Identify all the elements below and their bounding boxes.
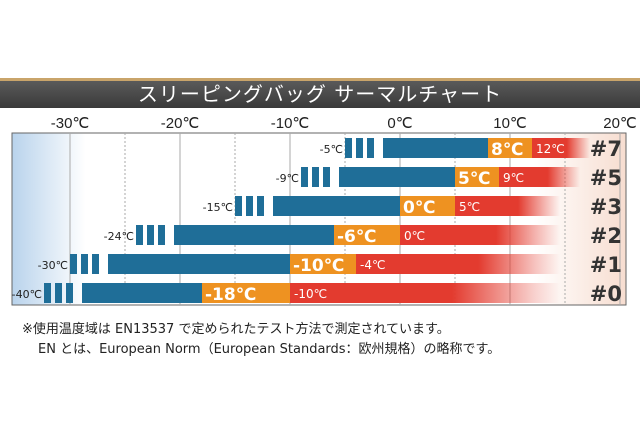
series-label: #3 [590,195,622,219]
x-tick-label: 20℃ [603,115,637,132]
extreme-label: -15℃ [203,201,233,214]
comfort-low-label: 5℃ [458,169,490,189]
bar-extreme [339,167,455,187]
bar-warm [290,283,560,303]
bar-stripe [158,225,165,245]
comfort-high-label: -4℃ [360,258,385,272]
bar-extreme [108,254,290,274]
bar-stripe [235,196,242,216]
extreme-label: -5℃ [320,143,343,156]
bar-warm [532,138,590,158]
bar-comfort [455,167,499,187]
footnote-2: EN とは、European Norm（European Standards：欧… [38,342,501,357]
comfort-high-label: -10℃ [294,287,327,301]
bar-extreme [174,225,334,245]
x-tick-label: 10℃ [493,115,527,132]
bar-comfort [334,225,400,245]
bar-stripe [55,283,62,303]
bar-warm [400,225,560,245]
chart-header: スリーピングバッグ サーマルチャート [0,78,640,108]
bar-stripe [257,196,264,216]
comfort-high-label: 12℃ [536,142,565,156]
bar-comfort [400,196,455,216]
bar-comfort [488,138,532,158]
bar-stripe [147,225,154,245]
comfort-low-label: -6℃ [337,227,376,247]
x-tick-label: 0℃ [387,115,412,132]
x-tick-label: -20℃ [161,115,200,132]
bar-stripe [92,254,99,274]
chart-title: スリーピングバッグ サーマルチャート [137,82,503,106]
bar-extreme [82,283,202,303]
extreme-label: -30℃ [38,259,68,272]
bar-stripe [66,283,73,303]
comfort-high-label: 0℃ [404,229,425,243]
comfort-low-label: 0℃ [403,198,435,218]
bar-extreme [273,196,400,216]
series-label: #1 [590,253,622,277]
bar-stripe [81,254,88,274]
comfort-low-label: -18℃ [205,285,256,305]
bar-warm [499,167,580,187]
footnote-1: ※使用温度域は EN13537 で定められたテスト方法で測定されています。 [22,322,450,337]
bar-stripe [246,196,253,216]
series-label: #0 [590,282,622,306]
comfort-high-label: 9℃ [503,171,524,185]
x-tick-label: -30℃ [51,115,90,132]
comfort-low-label: -10℃ [293,256,344,276]
plot-area [11,132,627,306]
bar-stripe [136,225,143,245]
extreme-label: -24℃ [104,230,134,243]
extreme-label: -40℃ [12,288,42,301]
bar-stripe [345,138,352,158]
bar-stripe [367,138,374,158]
comfort-high-label: 5℃ [459,200,480,214]
bar-stripe [70,254,77,274]
bar-comfort [202,283,290,303]
series-label: #2 [590,224,622,248]
comfort-low-label: 8℃ [491,140,523,160]
bar-comfort [290,254,356,274]
series-label: #5 [590,166,622,190]
bar-stripe [44,283,51,303]
bar-stripe [312,167,319,187]
bar-stripe [301,167,308,187]
bar-stripe [356,138,363,158]
bar-stripe [323,167,330,187]
x-tick-label: -10℃ [271,115,310,132]
series-label: #7 [590,137,622,161]
bar-extreme [383,138,488,158]
bar-warm [455,196,560,216]
bar-warm [356,254,560,274]
extreme-label: -9℃ [276,172,299,185]
